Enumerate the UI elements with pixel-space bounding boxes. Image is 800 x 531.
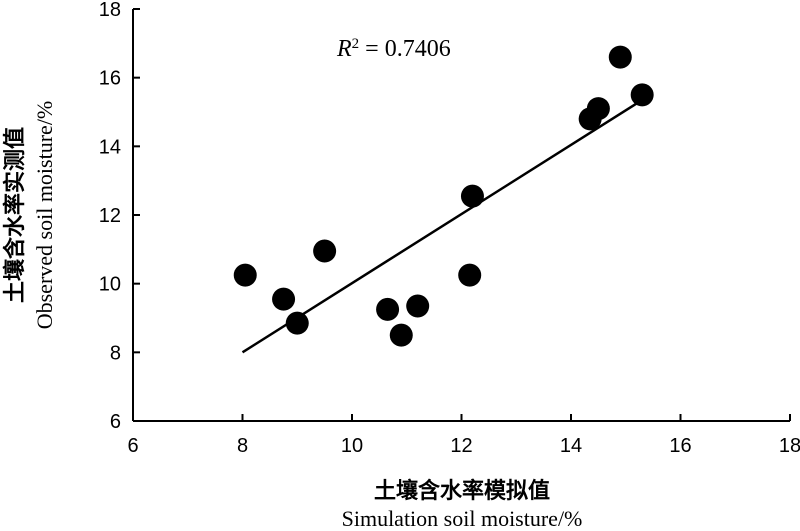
data-point [458,263,482,287]
trendline-layer [241,102,638,354]
x-axis-ticks: 6 8 10 12 14 16 18 [127,414,800,457]
y-tick-label: 16 [99,68,121,90]
data-point [460,184,484,208]
r-squared-annotation: R2 = 0.7406 [336,36,451,62]
r-squared-exponent: 2 [352,36,360,52]
r-squared-symbol: R [336,36,352,62]
x-tick-label: 18 [779,435,800,457]
y-tick-label: 6 [110,411,121,433]
data-point [376,297,400,321]
data-point [630,83,654,107]
x-tick-label: 12 [450,435,472,457]
data-point [406,294,430,318]
x-tick-label: 6 [127,435,138,457]
r-squared-value: = 0.7406 [359,36,451,62]
data-point [233,263,257,287]
y-axis-title-en: Observed soil moisture/% [32,101,57,330]
y-tick-label: 10 [99,274,121,296]
y-tick-label: 14 [99,136,121,158]
x-tick-label: 16 [669,435,691,457]
x-axis-title-en: Simulation soil moisture/% [342,506,583,531]
data-point [272,287,296,311]
x-axis-title-cn: 土壤含水率模拟值 [374,478,550,504]
data-point [285,311,309,335]
regression-line [241,102,638,354]
data-point [586,97,610,121]
y-tick-label: 12 [99,205,121,227]
y-axis-ticks: 6 8 10 12 14 16 18 [99,0,140,433]
data-point [389,323,413,347]
x-tick-label: 10 [341,435,363,457]
y-axis-title-cn: 土壤含水率实测值 [2,127,28,303]
y-tick-label: 8 [110,342,121,364]
data-points [233,45,654,347]
data-point [608,45,632,69]
y-tick-label: 18 [99,0,121,21]
x-tick-label: 8 [237,435,248,457]
x-tick-label: 14 [560,435,582,457]
data-point [313,239,337,263]
